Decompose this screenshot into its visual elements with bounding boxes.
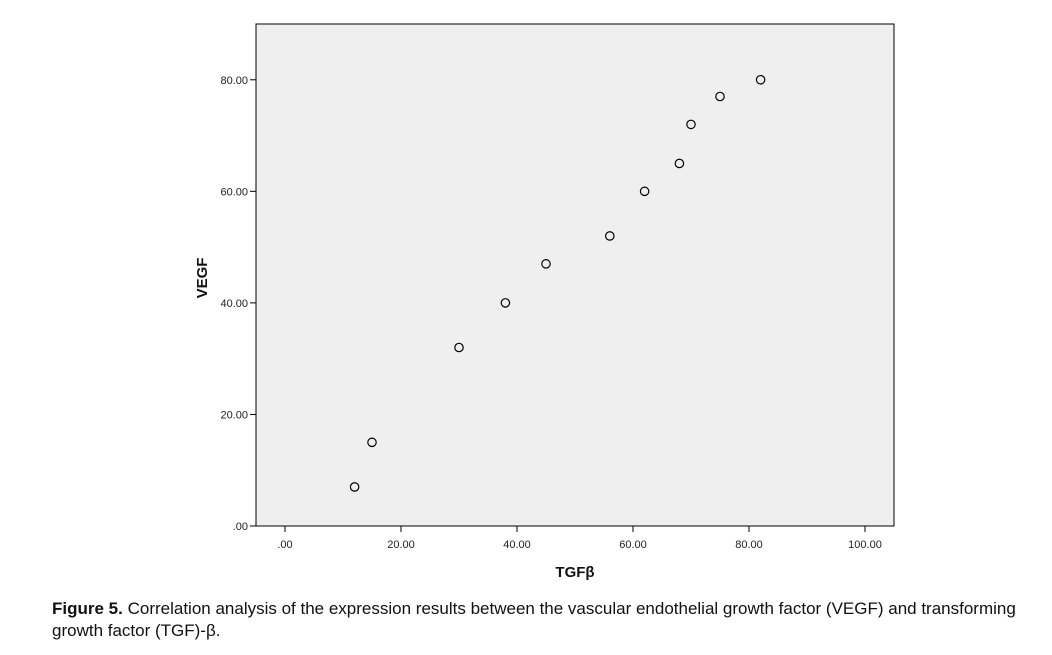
data-point [686, 119, 696, 130]
figure-label: Figure 5. [52, 599, 123, 618]
data-point [367, 437, 377, 448]
data-point [541, 259, 551, 269]
plot-area [255, 23, 895, 527]
data-points [349, 74, 766, 492]
y-tick-label: 20.00 [220, 409, 248, 421]
x-axis-title: TGFβ [555, 564, 594, 581]
figure-caption: Figure 5. Correlation analysis of the ex… [52, 598, 1047, 642]
y-tick-label: .00 [233, 521, 248, 533]
data-point [349, 482, 360, 492]
scatter-chart: .00 20.00 40.00 60.00 80.00 .00 20.00 40.00 60.… [194, 23, 895, 581]
x-tick-label: .00 [277, 539, 292, 551]
data-point [715, 91, 725, 102]
y-axis-title: VEGF [194, 258, 211, 299]
data-point [454, 342, 464, 353]
x-tick-label: 20.00 [387, 539, 415, 551]
x-tick-label: 80.00 [735, 539, 763, 551]
data-point [755, 74, 766, 85]
x-axis: .00 20.00 40.00 60.00 80.00 100.00 [277, 526, 882, 551]
y-tick-label: 80.00 [220, 75, 248, 87]
y-tick-label: 60.00 [220, 186, 248, 198]
x-tick-label: 60.00 [619, 539, 647, 551]
caption-text: Correlation analysis of the expression r… [52, 599, 1016, 640]
data-point [674, 158, 685, 169]
x-tick-label: 40.00 [503, 539, 531, 551]
x-tick-label: 100.00 [848, 539, 882, 551]
y-axis: .00 20.00 40.00 60.00 80.00 [220, 75, 256, 533]
data-point [500, 298, 511, 308]
data-point [639, 186, 650, 197]
data-point [604, 231, 615, 241]
y-tick-label: 40.00 [220, 298, 248, 310]
